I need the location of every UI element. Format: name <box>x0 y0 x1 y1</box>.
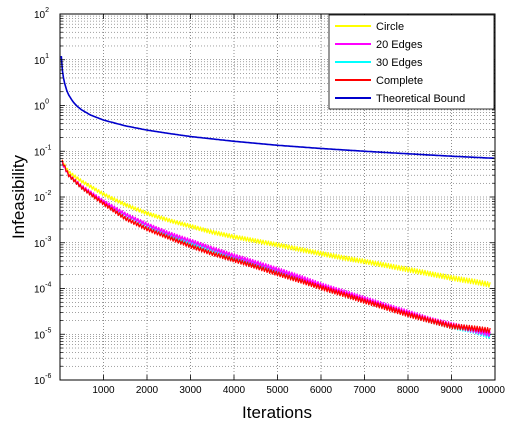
legend-label: Circle <box>376 21 404 33</box>
legend-label: Theoretical Bound <box>376 93 465 105</box>
y-tick-labels: 10-6 10-5 10-4 10-3 10-2 10-1 100 101 102 <box>34 7 51 387</box>
legend: Circle 20 Edges 30 Edges Complete Theoretica… <box>328 14 495 110</box>
x-axis-label: Iterations <box>242 403 312 422</box>
x-tick-label: 2000 <box>136 385 159 396</box>
x-tick-label: 10000 <box>477 385 505 396</box>
series-line-circle <box>61 159 491 288</box>
y-axis-label: Infeasibility <box>9 154 28 239</box>
y-tick-label: 10-2 <box>34 190 51 204</box>
legend-label: 30 Edges <box>376 57 423 69</box>
x-tick-label: 5000 <box>266 385 289 396</box>
legend-label: 20 Edges <box>376 39 423 51</box>
x-tick-label: 8000 <box>397 385 420 396</box>
legend-label: Complete <box>376 75 423 87</box>
y-tick-label: 10-6 <box>34 373 51 387</box>
y-tick-label: 10-1 <box>34 144 51 158</box>
x-tick-label: 7000 <box>353 385 376 396</box>
grid-lines <box>60 13 496 381</box>
series-lines <box>60 56 495 339</box>
x-tick-label: 4000 <box>223 385 246 396</box>
x-tick-label: 9000 <box>440 385 463 396</box>
x-tick-labels: 1000 2000 3000 4000 5000 6000 7000 8000 9000 1000… <box>92 385 505 396</box>
x-tick-label: 3000 <box>179 385 202 396</box>
y-tick-label: 100 <box>34 99 49 113</box>
y-tick-label: 101 <box>34 53 49 67</box>
series-line-theoretical-bound <box>60 56 495 160</box>
y-tick-label: 102 <box>34 7 49 21</box>
x-tick-label: 1000 <box>92 385 115 396</box>
y-tick-label: 10-4 <box>34 282 51 296</box>
y-tick-label: 10-5 <box>34 327 51 341</box>
x-tick-label: 6000 <box>310 385 333 396</box>
series-line-complete <box>61 159 491 334</box>
y-tick-label: 10-3 <box>34 236 51 250</box>
